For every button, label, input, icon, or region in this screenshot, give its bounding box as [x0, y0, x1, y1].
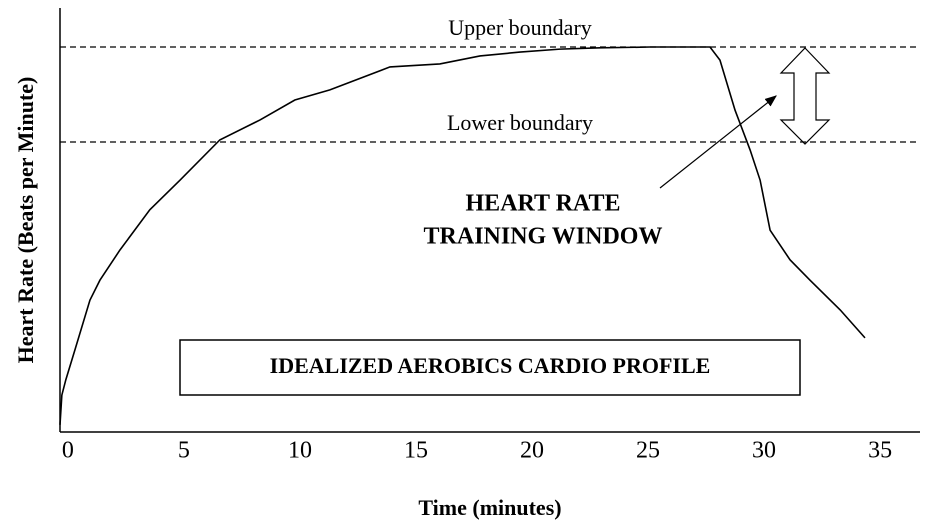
x-axis-label: Time (minutes)	[418, 495, 561, 520]
reference-label: Upper boundary	[448, 15, 592, 40]
data-line	[59, 46, 866, 425]
x-tick-label: 30	[752, 438, 776, 464]
annotation: IDEALIZED AEROBICS CARDIO PROFILE	[270, 353, 711, 378]
annotation: HEART RATE	[466, 191, 621, 217]
x-tick-label: 0	[62, 438, 74, 464]
window-arrow	[779, 47, 831, 145]
x-tick-label: 15	[404, 438, 428, 464]
x-tick-label: 35	[868, 438, 892, 464]
annotation: TRAINING WINDOW	[424, 224, 663, 250]
reference-label: Lower boundary	[447, 110, 593, 135]
x-tick-label: 10	[288, 438, 312, 464]
y-axis-label: Heart Rate (Beats per Minute)	[13, 77, 38, 364]
x-tick-label: 25	[636, 438, 660, 464]
annotation-arrow	[659, 95, 777, 189]
x-tick-label: 5	[178, 438, 190, 464]
annotation-box	[179, 339, 801, 396]
x-tick-label: 20	[520, 438, 544, 464]
